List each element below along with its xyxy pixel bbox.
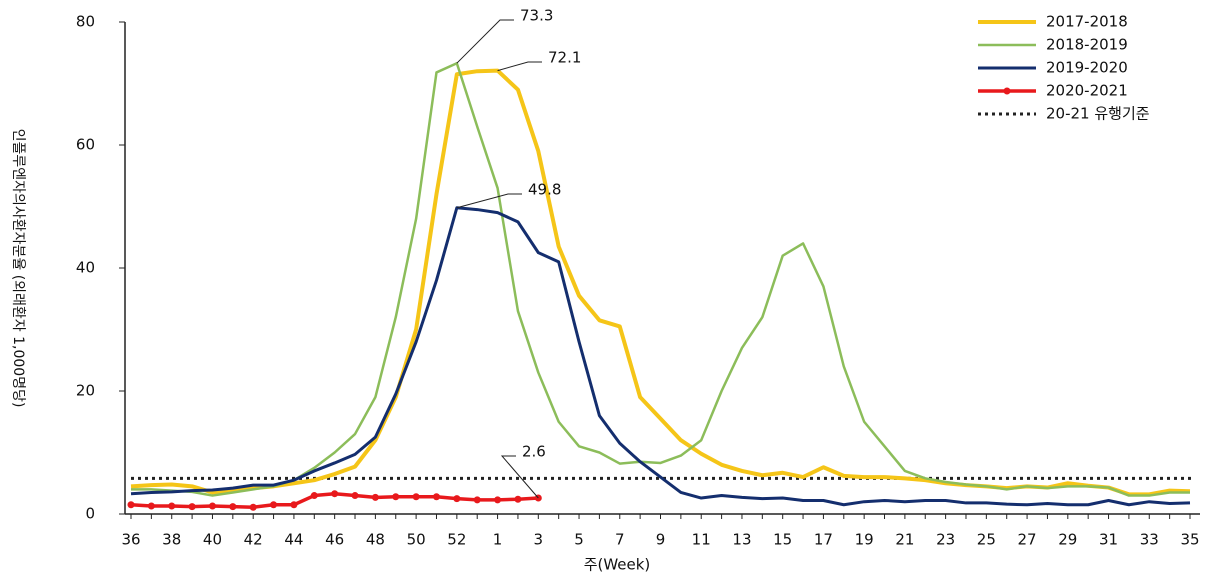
point — [351, 492, 359, 500]
x-tick-label: 42 — [244, 531, 263, 549]
x-tick-label: 38 — [162, 531, 181, 549]
x-tick-label: 17 — [814, 531, 833, 549]
series-line — [130, 68, 1191, 497]
legend-label: 2019-2020 — [1046, 59, 1128, 77]
legend-label: 20-21 유행기준 — [1046, 105, 1150, 123]
y-axis-label: 인플루엔자의사환자분율 (외래환자 1,000명당) — [10, 129, 26, 408]
y-tick-label: 20 — [76, 382, 95, 400]
point — [168, 502, 176, 510]
x-tick-label: 15 — [773, 531, 792, 549]
x-tick-label: 35 — [1180, 531, 1199, 549]
x-tick-label: 33 — [1140, 531, 1159, 549]
x-tick-label: 1 — [493, 531, 503, 549]
annotation-leader — [456, 19, 514, 64]
annotation-leader — [500, 455, 539, 499]
point — [412, 493, 420, 501]
point — [432, 493, 440, 501]
annotation-leader — [497, 61, 542, 72]
x-tick-label: 5 — [574, 531, 584, 549]
legend-label: 2020-2021 — [1046, 82, 1128, 100]
x-tick-label: 9 — [656, 531, 666, 549]
legend-marker — [1003, 87, 1011, 95]
x-tick-label: 48 — [366, 531, 385, 549]
x-tick-label: 21 — [895, 531, 914, 549]
point — [188, 503, 196, 511]
x-tick-label: 29 — [1058, 531, 1077, 549]
x-tick-label: 27 — [1018, 531, 1037, 549]
y-tick-label: 0 — [85, 505, 95, 523]
x-tick-label: 40 — [203, 531, 222, 549]
x-tick-label: 3 — [534, 531, 544, 549]
point — [310, 492, 318, 500]
x-tick-label: 25 — [977, 531, 996, 549]
legend-label: 2017-2018 — [1046, 13, 1128, 31]
annotation: 73.3 — [520, 7, 553, 25]
x-tick-label: 36 — [121, 531, 140, 549]
point — [147, 502, 155, 510]
x-axis-label: 주(Week) — [584, 556, 651, 574]
point — [290, 501, 298, 509]
annotation: 72.1 — [548, 49, 581, 67]
y-tick-label: 40 — [76, 259, 95, 277]
point — [127, 501, 135, 509]
x-tick-label: 23 — [936, 531, 955, 549]
x-tick-label: 31 — [1099, 531, 1118, 549]
x-tick-label: 19 — [855, 531, 874, 549]
point — [331, 490, 339, 498]
y-tick-label: 60 — [76, 136, 95, 154]
series-line — [131, 61, 1190, 497]
annotation-leader — [456, 193, 522, 209]
annotation: 2.6 — [522, 443, 546, 461]
legend-label: 2018-2019 — [1046, 36, 1128, 54]
point — [208, 502, 216, 510]
point — [249, 503, 257, 511]
x-tick-label: 13 — [732, 531, 751, 549]
x-tick-label: 7 — [615, 531, 625, 549]
point — [514, 495, 522, 503]
x-tick-label: 46 — [325, 531, 344, 549]
point — [473, 496, 481, 504]
point — [392, 493, 400, 501]
point — [371, 493, 379, 501]
point — [270, 501, 278, 509]
point — [494, 496, 502, 504]
x-tick-label: 52 — [447, 531, 466, 549]
point — [453, 495, 461, 503]
x-tick-label: 11 — [692, 531, 711, 549]
x-tick-label: 50 — [407, 531, 426, 549]
y-tick-label: 80 — [76, 13, 95, 31]
annotation: 49.8 — [528, 181, 561, 199]
x-tick-label: 44 — [284, 531, 303, 549]
point — [229, 503, 237, 511]
series-line — [130, 206, 1191, 507]
